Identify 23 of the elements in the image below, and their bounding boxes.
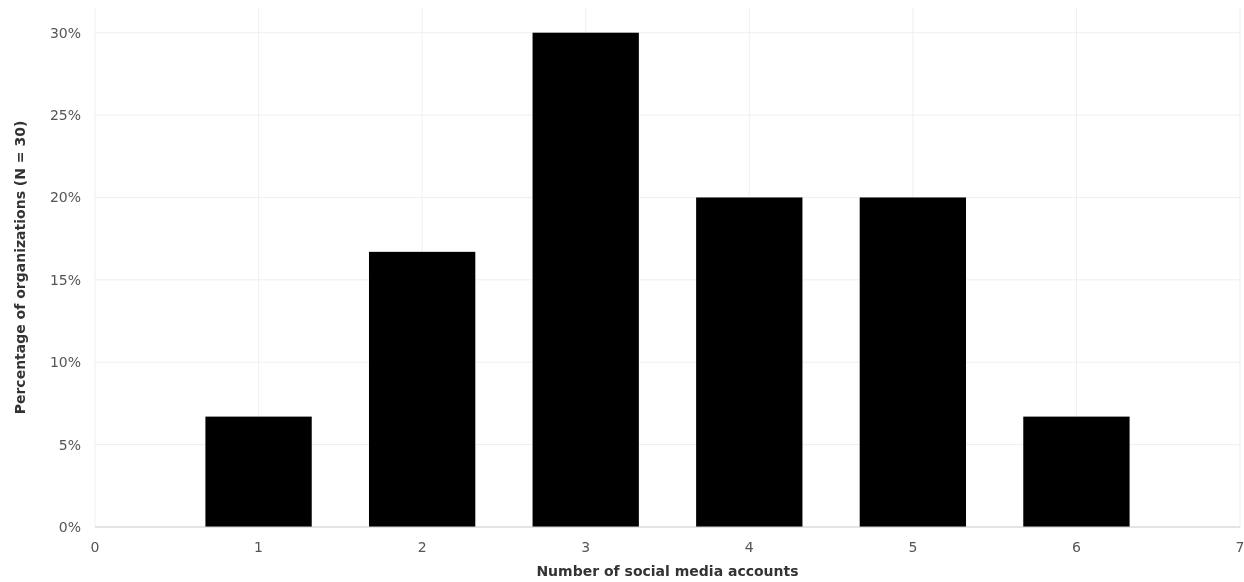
x-tick-label: 7 bbox=[1235, 539, 1244, 555]
y-tick-label: 5% bbox=[58, 436, 81, 453]
bar bbox=[205, 416, 312, 527]
bar bbox=[696, 197, 803, 527]
x-axis-title: Number of social media accounts bbox=[536, 563, 799, 579]
x-tick-label: 2 bbox=[417, 539, 427, 555]
y-tick-label: 30% bbox=[49, 24, 81, 41]
bar bbox=[859, 197, 967, 527]
x-tick-label: 3 bbox=[581, 539, 591, 555]
y-tick-label: 10% bbox=[49, 354, 81, 371]
y-tick-label: 20% bbox=[49, 189, 81, 206]
x-tick-label: 6 bbox=[1071, 539, 1081, 555]
y-tick-label: 0% bbox=[58, 519, 81, 535]
y-axis-title: Percentage of organizations (N = 30) bbox=[12, 120, 28, 415]
x-tick-label: 4 bbox=[744, 539, 754, 555]
y-tick-label: 15% bbox=[49, 271, 81, 288]
bar bbox=[368, 251, 476, 527]
bar bbox=[1023, 416, 1130, 527]
x-tick-label: 0 bbox=[90, 539, 100, 555]
y-tick-label: 25% bbox=[49, 107, 81, 124]
bar bbox=[532, 32, 639, 527]
x-tick-label: 5 bbox=[908, 539, 918, 555]
x-tick-label: 1 bbox=[254, 539, 264, 555]
